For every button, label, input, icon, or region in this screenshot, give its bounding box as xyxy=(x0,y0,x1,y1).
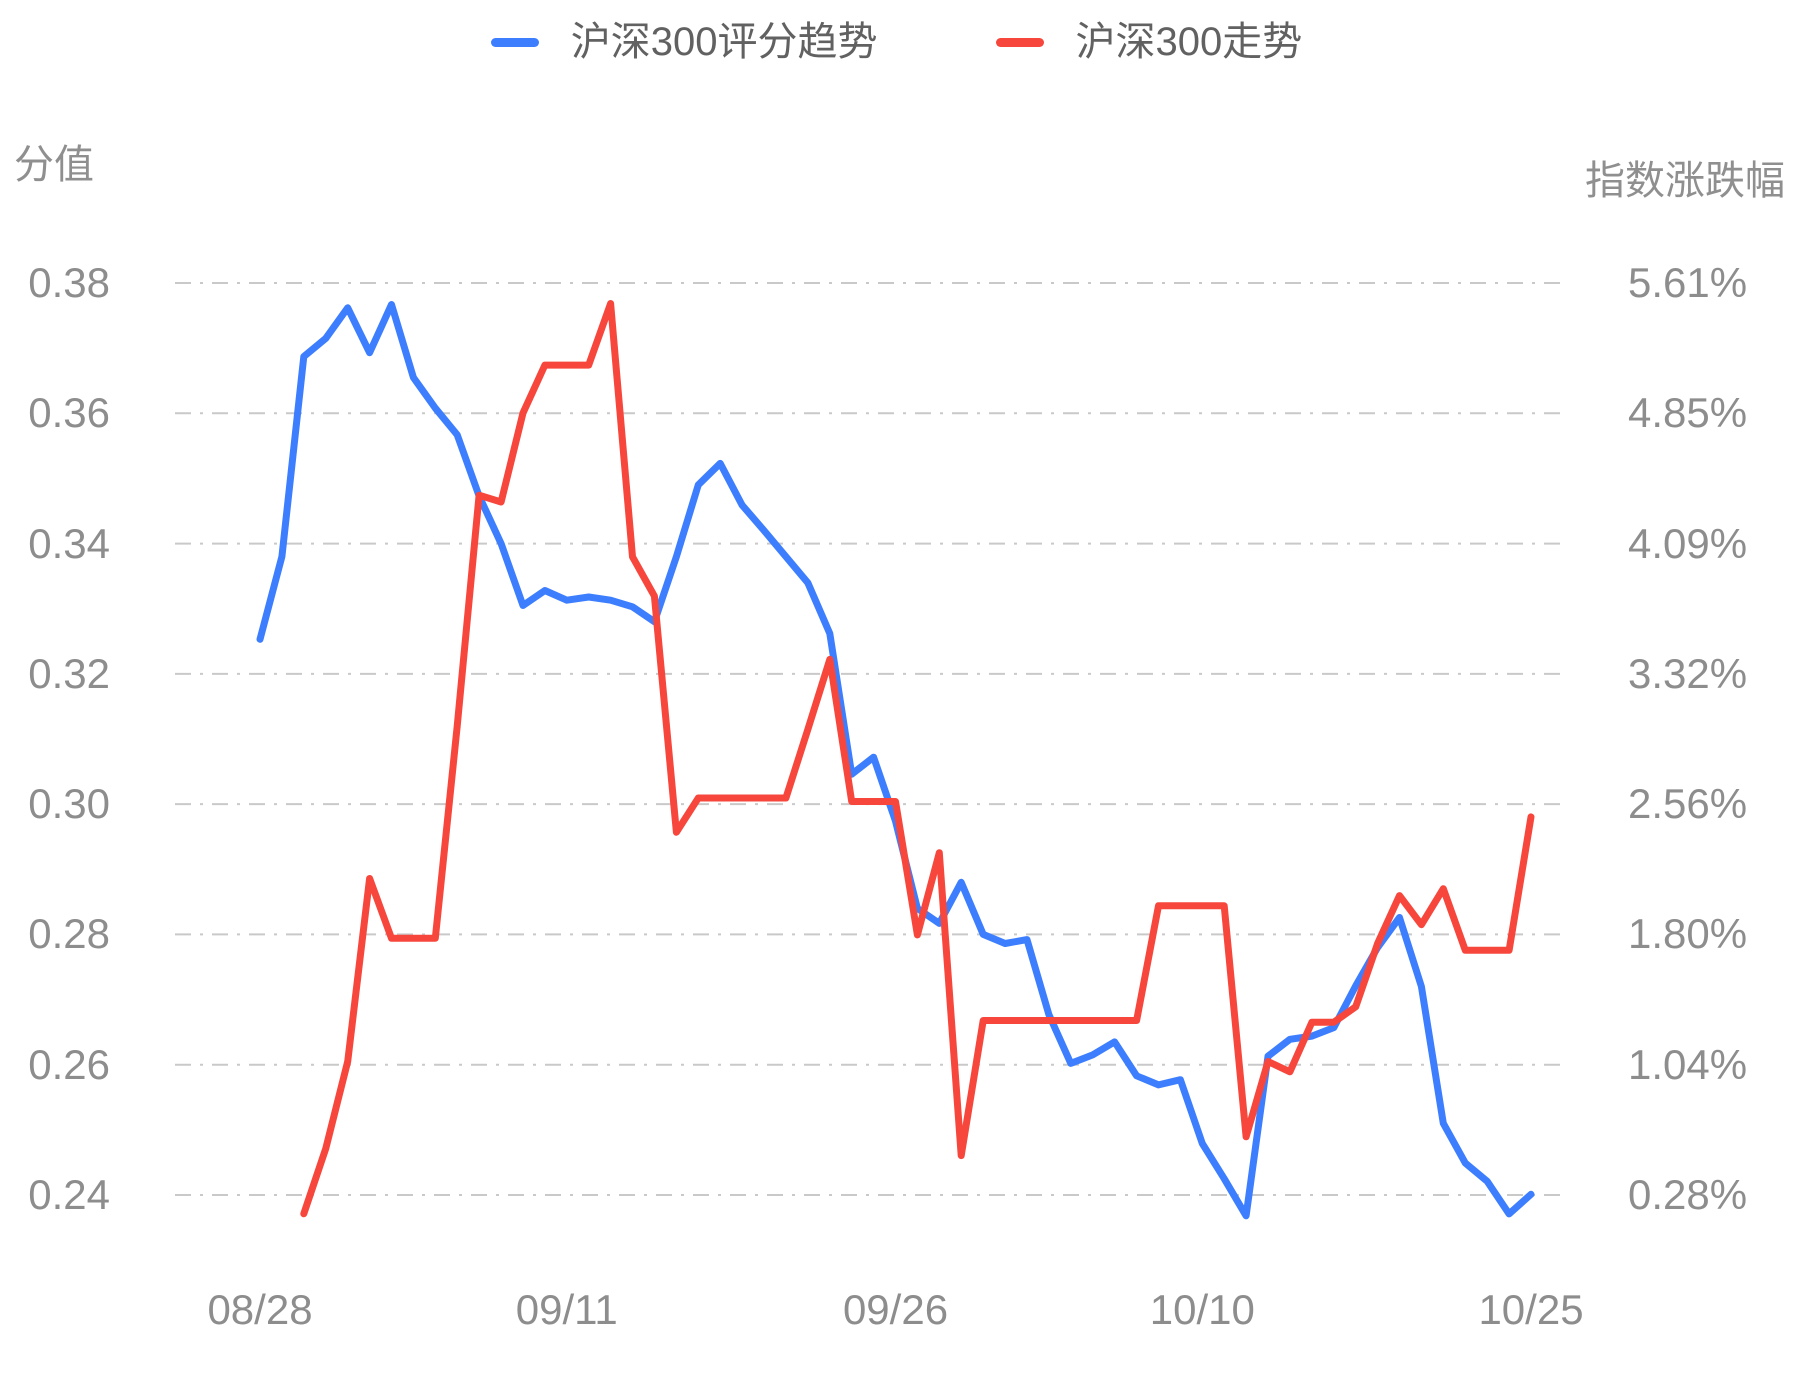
left-axis-name: 分值 xyxy=(14,143,94,187)
tick-label: 1.80% xyxy=(1628,910,1748,958)
tick-label: 0.30 xyxy=(28,780,110,828)
tick-label: 0.34 xyxy=(28,519,110,567)
x-tick-label: 10/10 xyxy=(1149,1286,1255,1333)
tick-label: 4.85% xyxy=(1628,389,1748,437)
legend-item-1[interactable]: 沪深300走势 xyxy=(995,20,1303,64)
x-tick-label: 10/25 xyxy=(1478,1286,1584,1333)
tick-label: 0.32 xyxy=(28,649,110,697)
legend-item-0[interactable]: 沪深300评分趋势 xyxy=(490,20,878,64)
tick-label: 1.04% xyxy=(1628,1040,1748,1088)
x-tick-label: 08/28 xyxy=(207,1286,313,1333)
legend-line-icon xyxy=(995,37,1044,47)
x-tick-label: 09/26 xyxy=(842,1286,949,1333)
tick-label: 0.38 xyxy=(28,259,110,306)
tick-label: 2.56% xyxy=(1628,780,1748,828)
tick-label: 0.28 xyxy=(28,910,110,958)
tick-label: 5.61% xyxy=(1628,259,1748,306)
tick-label: 0.24 xyxy=(28,1171,110,1218)
tick-label: 3.32% xyxy=(1628,649,1748,697)
tick-label: 0.36 xyxy=(28,389,110,437)
legend-line-icon xyxy=(490,37,539,47)
x-tick-label: 09/11 xyxy=(515,1286,618,1333)
legend-label: 沪深300评分趋势 xyxy=(570,20,878,64)
series-line-index xyxy=(300,300,1535,1218)
tick-label: 4.09% xyxy=(1628,519,1748,567)
legend-label: 沪深300走势 xyxy=(1075,20,1303,64)
tick-label: 0.26 xyxy=(28,1040,110,1088)
legend: 沪深300评分趋势 沪深300走势 xyxy=(0,22,1793,62)
right-axis-name: 指数涨跌幅 xyxy=(1585,159,1785,203)
tick-label: 0.28% xyxy=(1628,1171,1748,1218)
